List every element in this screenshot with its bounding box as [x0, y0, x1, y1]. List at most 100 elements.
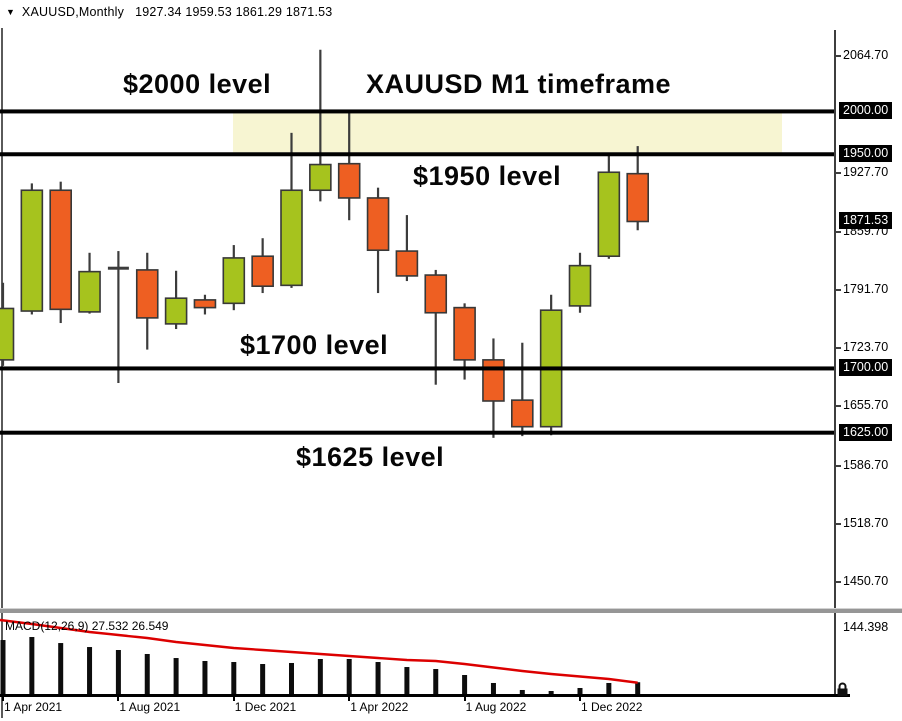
- candle-body[interactable]: [78, 270, 101, 313]
- price-tick-label: 1586.70: [843, 457, 889, 472]
- candle-wick: [521, 342, 524, 437]
- time-tick-label: 1 Dec 2021: [234, 700, 297, 714]
- candle-body[interactable]: [193, 299, 217, 309]
- panel-separator[interactable]: [0, 608, 902, 613]
- annotation-2000-level: $2000 level: [123, 69, 272, 99]
- candle-body[interactable]: [309, 163, 332, 192]
- price-tick: [836, 172, 841, 175]
- candle-wick: [434, 269, 437, 385]
- candle-body[interactable]: [366, 197, 390, 252]
- annotation-1700-level: $1700 level: [240, 330, 389, 360]
- macd-indicator-canvas[interactable]: [0, 613, 834, 695]
- price-tick: [836, 347, 841, 350]
- candle-body[interactable]: [510, 399, 534, 428]
- lock-icon[interactable]: [836, 682, 849, 697]
- time-tick-label: 1 Aug 2021: [119, 700, 181, 714]
- macd-scale-label: 144.398: [843, 620, 889, 634]
- macd-histogram-bar: [462, 675, 468, 695]
- price-tick: [836, 581, 841, 583]
- support-resistance-line[interactable]: [0, 430, 834, 435]
- macd-histogram-bar: [577, 687, 583, 695]
- time-tick: [117, 697, 120, 701]
- price-tick: [836, 55, 841, 57]
- macd-histogram-bar: [519, 689, 525, 695]
- candle-body[interactable]: [0, 307, 15, 361]
- candle-doji-body[interactable]: [107, 266, 129, 270]
- time-tick: [463, 697, 466, 701]
- price-tick-label: 1450.70: [843, 574, 889, 588]
- price-tick: [836, 288, 841, 291]
- candle-body[interactable]: [280, 189, 303, 287]
- time-tick-label: 1 Apr 2021: [4, 700, 63, 714]
- macd-histogram-bar: [87, 647, 93, 695]
- price-tick: [836, 522, 841, 525]
- time-tick: [232, 697, 235, 701]
- time-axis-line: [0, 694, 850, 697]
- ohlc-values-label: 1927.34 1959.53 1861.29 1871.53: [135, 5, 333, 19]
- macd-histogram-bar: [29, 637, 35, 695]
- candle-body[interactable]: [453, 306, 476, 361]
- chart-dropdown-icon[interactable]: ▼: [6, 7, 15, 17]
- level-price-box: 1625.00: [839, 423, 893, 441]
- price-tick-label: 1723.70: [843, 340, 889, 355]
- macd-histogram-bar: [173, 658, 179, 695]
- candle-wick: [117, 251, 120, 384]
- candle-body[interactable]: [568, 264, 592, 307]
- macd-histogram-bar: [0, 640, 6, 695]
- support-resistance-line[interactable]: [0, 109, 834, 114]
- macd-histogram-bar: [548, 691, 554, 695]
- current-price-box: 1871.53: [839, 212, 893, 230]
- candle-wick: [405, 215, 408, 282]
- candle-body[interactable]: [49, 189, 73, 311]
- annotation-timeframe: XAUUSD M1 timeframe: [366, 69, 672, 99]
- price-tick-label: 2064.70: [843, 48, 889, 62]
- price-tick-label: 1791.70: [843, 281, 889, 296]
- candle-body[interactable]: [164, 297, 188, 325]
- macd-histogram-bar: [635, 682, 641, 695]
- annotation-1625-level: $1625 level: [296, 442, 445, 472]
- main-chart-canvas[interactable]: [0, 30, 834, 608]
- candle-body[interactable]: [251, 255, 274, 287]
- macd-histogram-bar: [289, 662, 294, 695]
- level-price-box: 1950.00: [839, 145, 893, 163]
- macd-histogram-bar: [58, 643, 64, 695]
- time-tick-label: 1 Dec 2022: [581, 700, 643, 714]
- time-tick-label: 1 Apr 2022: [350, 700, 409, 714]
- level-price-box: 1700.00: [839, 359, 893, 377]
- candle-body[interactable]: [135, 269, 159, 319]
- macd-indicator-label: MACD(12,26,9) 27.532 26.549: [5, 619, 169, 633]
- candle-body[interactable]: [395, 250, 419, 277]
- time-tick: [348, 697, 351, 701]
- chart-header: ▼ XAUUSD,Monthly 1927.34 1959.53 1861.29…: [6, 5, 332, 19]
- candle-body[interactable]: [222, 257, 246, 305]
- support-resistance-line[interactable]: [0, 152, 834, 157]
- price-axis[interactable]: 2064.70 1927.70 1859.70 1791.70 1723.70 1655.…: [834, 30, 902, 696]
- symbol-period-label: XAUUSD,Monthly: [21, 5, 125, 19]
- candle-body[interactable]: [20, 189, 44, 312]
- macd-histogram-bar: [375, 662, 381, 695]
- macd-histogram-bar: [231, 662, 237, 695]
- time-tick: [579, 697, 581, 701]
- level-price-box: 2000.00: [839, 102, 893, 120]
- price-tick-label: 1927.70: [843, 165, 889, 180]
- price-tick: [836, 405, 841, 408]
- candle-body[interactable]: [337, 162, 361, 199]
- candle-body[interactable]: [424, 274, 448, 314]
- macd-histogram-bar: [260, 664, 266, 695]
- support-resistance-line[interactable]: [0, 366, 834, 371]
- candle-body[interactable]: [597, 171, 621, 258]
- candle-body[interactable]: [482, 359, 505, 402]
- macd-histogram-bar: [346, 659, 352, 695]
- macd-histogram-bar: [115, 650, 121, 695]
- time-tick: [2, 697, 4, 701]
- macd-histogram-bar: [490, 682, 496, 695]
- window-left-border: [1, 28, 3, 718]
- candle-wick: [319, 49, 322, 202]
- price-tick-label: 1655.70: [843, 398, 889, 413]
- highlight-zone[interactable]: [233, 113, 782, 153]
- candle-body[interactable]: [626, 172, 650, 223]
- macd-histogram-bar: [144, 653, 150, 695]
- price-tick: [836, 464, 841, 467]
- macd-signal-line: [0, 618, 638, 684]
